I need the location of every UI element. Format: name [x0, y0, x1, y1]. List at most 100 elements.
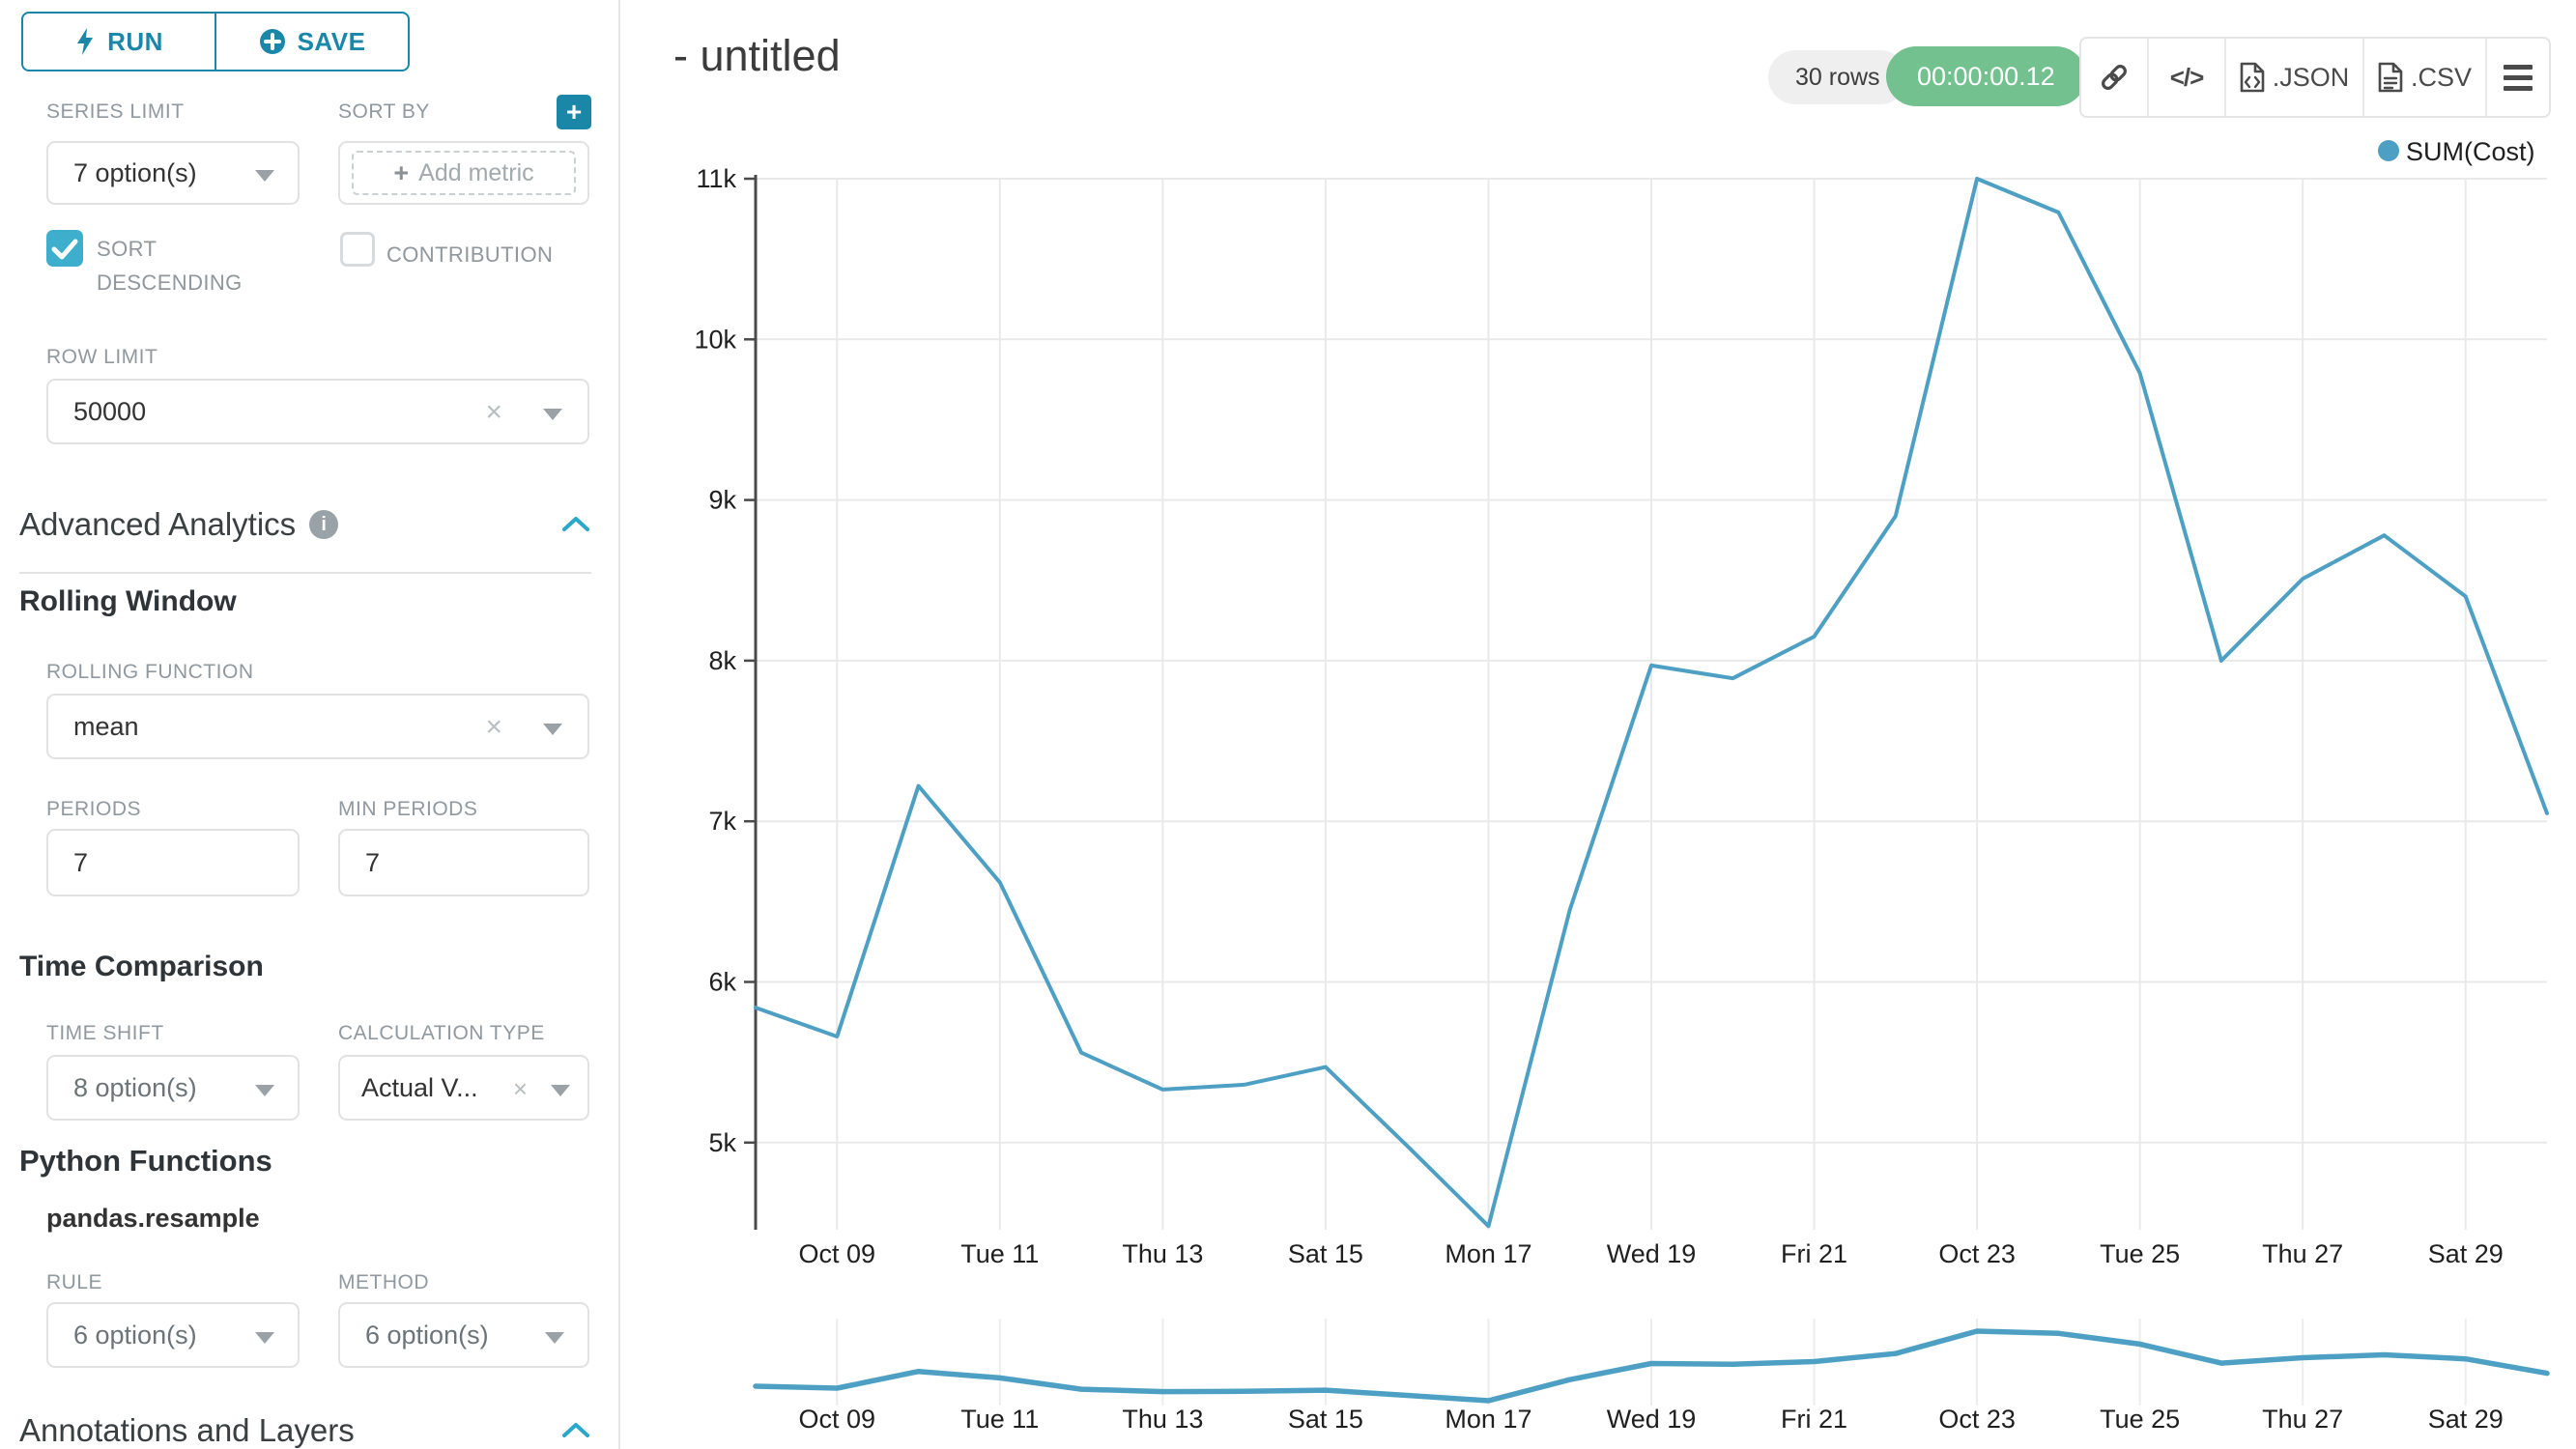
svg-text:11k: 11k — [696, 164, 736, 193]
rule-select[interactable]: 6 option(s) — [46, 1302, 300, 1368]
chart-title[interactable]: - untitled — [673, 31, 841, 80]
row-limit-value: 50000 — [73, 396, 147, 426]
svg-text:Tue 11: Tue 11 — [960, 1239, 1039, 1268]
chevron-down-icon[interactable] — [543, 409, 562, 420]
export-csv-label: .CSV — [2410, 62, 2473, 92]
more-options-button[interactable] — [2485, 39, 2549, 116]
svg-text:8k: 8k — [708, 646, 736, 675]
json-file-icon — [2240, 62, 2265, 93]
svg-text:9k: 9k — [708, 486, 736, 515]
svg-text:Tue 25: Tue 25 — [2100, 1405, 2180, 1434]
run-button[interactable]: RUN — [23, 14, 215, 70]
rolling-function-value: mean — [73, 711, 139, 741]
advanced-analytics-title: Advanced Analytics — [19, 506, 297, 542]
clear-icon[interactable]: × — [485, 711, 502, 743]
code-icon: </> — [2169, 62, 2205, 92]
chevron-down-icon[interactable] — [545, 1332, 564, 1344]
pandas-resample-label: pandas.resample — [46, 1204, 260, 1233]
save-button[interactable]: SAVE — [215, 14, 408, 70]
svg-text:Thu 13: Thu 13 — [1122, 1239, 1203, 1268]
row-limit-label: ROW LIMIT — [46, 346, 158, 368]
svg-text:Sat 15: Sat 15 — [1288, 1405, 1363, 1434]
svg-text:Wed 19: Wed 19 — [1607, 1239, 1697, 1268]
run-button-label: RUN — [107, 26, 163, 56]
time-shift-value: 8 option(s) — [73, 1072, 197, 1102]
advanced-analytics-header[interactable]: Advanced Analytics i — [19, 506, 339, 543]
sort-descending-checkbox[interactable] — [46, 230, 83, 267]
csv-file-icon — [2378, 62, 2403, 93]
save-button-label: SAVE — [297, 26, 366, 56]
chevron-down-icon[interactable] — [543, 724, 562, 735]
clear-icon[interactable]: × — [485, 396, 502, 428]
annotations-title: Annotations and Layers — [19, 1412, 355, 1448]
rolling-function-label: ROLLING FUNCTION — [46, 661, 254, 683]
calculation-type-select[interactable]: Actual V... × — [338, 1055, 589, 1121]
method-label: METHOD — [338, 1271, 429, 1293]
method-select[interactable]: 6 option(s) — [338, 1302, 589, 1368]
view-query-button[interactable]: </> — [2147, 39, 2224, 116]
check-icon — [51, 239, 78, 260]
plus-circle-icon — [259, 29, 285, 54]
row-count-badge: 30 rows — [1768, 50, 1907, 104]
min-periods-input[interactable] — [338, 829, 589, 896]
svg-text:7k: 7k — [708, 807, 736, 836]
range-selector[interactable] — [756, 1309, 2547, 1435]
svg-text:Tue 25: Tue 25 — [2100, 1239, 2180, 1268]
lightning-icon — [77, 28, 94, 55]
series-limit-label: SERIES LIMIT — [46, 100, 185, 123]
calculation-type-label: CALCULATION TYPE — [338, 1022, 545, 1044]
clear-icon[interactable]: × — [512, 1074, 528, 1103]
svg-text:Oct 09: Oct 09 — [798, 1239, 875, 1268]
row-limit-select[interactable]: 50000 × — [46, 379, 589, 444]
contribution-checkbox[interactable] — [340, 232, 375, 267]
add-sort-metric-button[interactable]: + — [557, 95, 591, 129]
periods-label: PERIODS — [46, 798, 142, 820]
svg-text:Mon 17: Mon 17 — [1445, 1405, 1531, 1434]
sort-by-control: + Add metric — [338, 141, 589, 205]
svg-text:Oct 23: Oct 23 — [1938, 1239, 2016, 1268]
svg-text:Fri 21: Fri 21 — [1781, 1405, 1847, 1434]
collapse-chevron-icon[interactable] — [562, 516, 589, 531]
sort-by-label: SORT BY — [338, 100, 430, 123]
rolling-window-title: Rolling Window — [19, 585, 237, 617]
add-metric-placeholder: Add metric — [418, 158, 534, 186]
chevron-down-icon[interactable] — [255, 1085, 274, 1096]
collapse-chevron-icon[interactable] — [562, 1422, 589, 1437]
export-toolbar: </> .JSON .CSV — [2079, 37, 2551, 118]
run-save-button-group: RUN SAVE — [21, 12, 410, 71]
chevron-down-icon[interactable] — [551, 1085, 570, 1096]
annotations-header[interactable]: Annotations and Layers — [19, 1412, 355, 1449]
chart-canvas[interactable] — [756, 179, 2547, 1230]
method-value: 6 option(s) — [365, 1320, 489, 1350]
svg-text:10k: 10k — [694, 325, 736, 354]
svg-text:Sat 29: Sat 29 — [2428, 1405, 2504, 1434]
series-limit-select[interactable]: 7 option(s) — [46, 141, 300, 205]
min-periods-label: MIN PERIODS — [338, 798, 478, 820]
svg-text:5k: 5k — [708, 1128, 736, 1157]
svg-text:SUM(Cost): SUM(Cost) — [2406, 137, 2535, 166]
sort-descending-label: SORT DESCENDING — [97, 237, 243, 296]
svg-text:Fri 21: Fri 21 — [1781, 1239, 1847, 1268]
chevron-down-icon[interactable] — [255, 1332, 274, 1344]
query-timer-badge: 00:00:00.12 — [1886, 46, 2086, 106]
svg-text:Sat 15: Sat 15 — [1288, 1239, 1363, 1268]
periods-input[interactable] — [46, 829, 300, 896]
contribution-label: CONTRIBUTION — [386, 242, 554, 267]
plus-icon: + — [393, 157, 410, 187]
time-shift-select[interactable]: 8 option(s) — [46, 1055, 300, 1121]
rule-label: RULE — [46, 1271, 103, 1293]
svg-text:Wed 19: Wed 19 — [1607, 1405, 1697, 1434]
export-json-button[interactable]: .JSON — [2224, 39, 2362, 116]
rolling-function-select[interactable]: mean × — [46, 694, 589, 759]
svg-text:Oct 23: Oct 23 — [1938, 1405, 2016, 1434]
add-metric-button[interactable]: + Add metric — [352, 151, 576, 195]
copy-link-button[interactable] — [2081, 39, 2147, 116]
svg-text:Sat 29: Sat 29 — [2428, 1239, 2504, 1268]
svg-text:Mon 17: Mon 17 — [1445, 1239, 1531, 1268]
info-icon[interactable]: i — [309, 510, 339, 539]
chevron-down-icon[interactable] — [255, 170, 274, 182]
export-csv-button[interactable]: .CSV — [2362, 39, 2485, 116]
control-sidebar: RUN SAVE SERIES LIMIT SORT BY + 7 option… — [0, 0, 620, 1449]
